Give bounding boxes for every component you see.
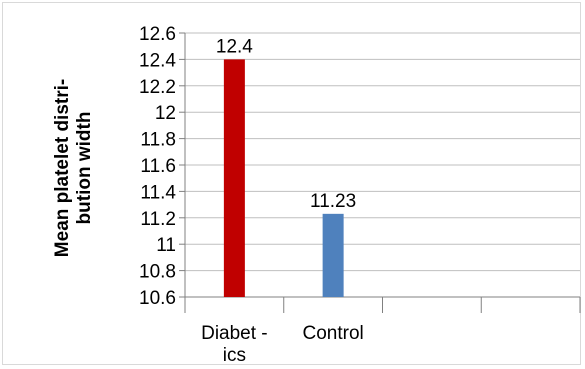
data-label-1: 11.23 xyxy=(310,191,356,212)
y-tick-label: 12 xyxy=(155,103,176,124)
y-axis-title: Mean platelet distri-bution width xyxy=(52,79,95,257)
x-category-label: ics xyxy=(223,345,246,366)
y-tick-label: 11.6 xyxy=(140,156,176,177)
y-tick-label: 11.4 xyxy=(140,182,176,203)
y-tick-label: 11.8 xyxy=(140,130,176,151)
data-label-0: 12.4 xyxy=(216,36,253,57)
bar-0 xyxy=(223,59,245,298)
bar-1 xyxy=(322,213,344,297)
y-tick-label: 12.4 xyxy=(139,50,176,71)
chart-frame xyxy=(2,2,581,365)
y-axis-title-line: Mean platelet distri- xyxy=(52,79,73,257)
y-tick-label: 10.6 xyxy=(139,288,176,309)
y-tick-label: 12.6 xyxy=(139,24,176,45)
x-category-label: Control xyxy=(303,323,364,344)
y-axis-title-line: bution width xyxy=(74,112,95,225)
y-tick-label: 11.2 xyxy=(140,209,176,230)
y-tick-label: 12.2 xyxy=(139,77,176,98)
x-category-label: Diabet - xyxy=(201,323,268,344)
y-tick-label: 10.8 xyxy=(139,262,176,283)
y-tick-label: 11 xyxy=(156,235,176,256)
